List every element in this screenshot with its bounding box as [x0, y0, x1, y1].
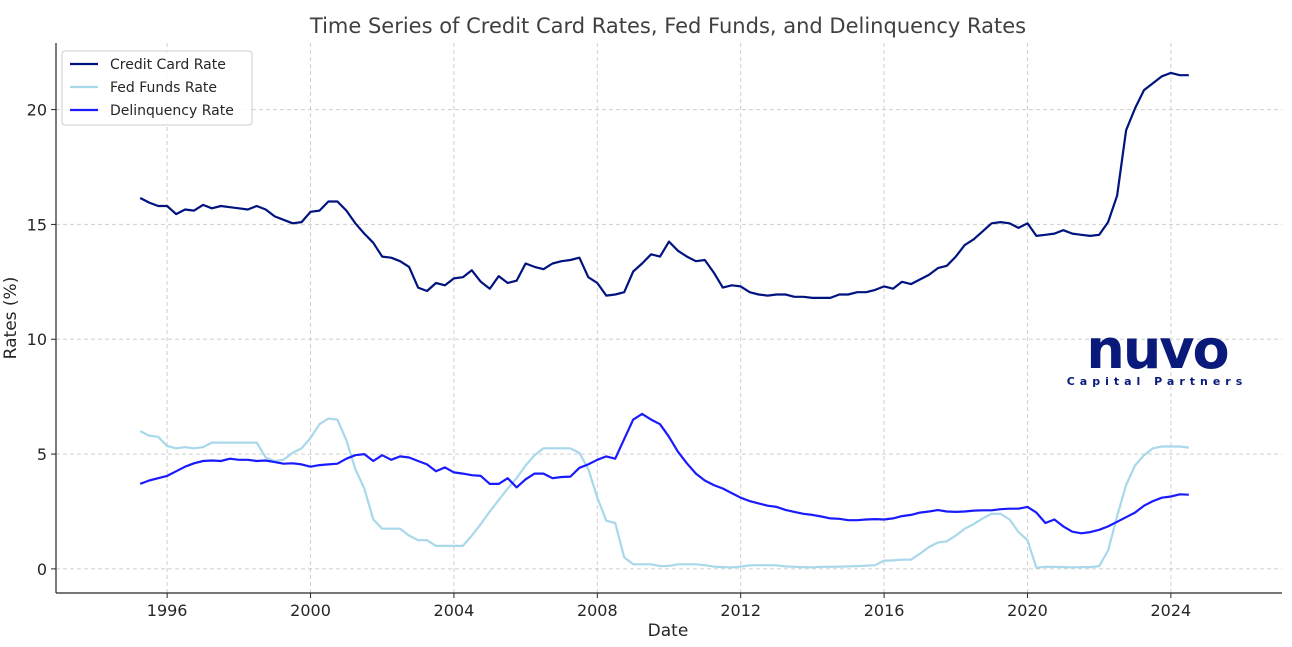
series-line-delinquency-rate: [139, 412, 1189, 535]
x-tick-label: 2012: [720, 601, 761, 620]
y-tick-label: 20: [27, 101, 47, 120]
legend-label: Fed Funds Rate: [110, 80, 217, 96]
y-tick-label: 10: [27, 330, 47, 349]
x-tick-label: 2020: [1007, 601, 1048, 620]
grid: [56, 43, 1282, 593]
legend-box: [61, 50, 253, 126]
logo-wordmark: nuvo: [1086, 318, 1227, 381]
series-layer: [139, 71, 1189, 569]
series-line-credit-card-rate: [139, 71, 1189, 299]
y-axis-label: Rates (%): [1, 277, 21, 360]
x-tick-label: 2004: [434, 601, 475, 620]
chart-title: Time Series of Credit Card Rates, Fed Fu…: [309, 14, 1026, 38]
ticks: 1996 2000 2004 2008 2012 2016 2020 2024 0 5 10 15 20: [27, 101, 1192, 620]
legend-label: Delinquency Rate: [110, 103, 234, 119]
x-axis-label: Date: [648, 621, 689, 641]
x-tick-label: 2024: [1151, 601, 1192, 620]
series-line-fed-funds-rate: [139, 417, 1189, 569]
x-tick-label: 2008: [577, 601, 618, 620]
logo-subtitle: Capital Partners: [1067, 375, 1248, 388]
nuvo-logo: nuvo Capital Partners: [1067, 318, 1248, 388]
y-tick-label: 15: [27, 215, 47, 234]
y-tick-label: 0: [37, 560, 47, 579]
x-tick-label: 2000: [290, 601, 331, 620]
legend: Credit Card Rate Fed Funds Rate Delinquenc…: [61, 50, 253, 126]
y-tick-label: 5: [37, 445, 47, 464]
axes: [55, 43, 1282, 594]
x-tick-label: 2016: [864, 601, 905, 620]
x-tick-label: 1996: [147, 601, 188, 620]
legend-label: Credit Card Rate: [110, 57, 226, 73]
